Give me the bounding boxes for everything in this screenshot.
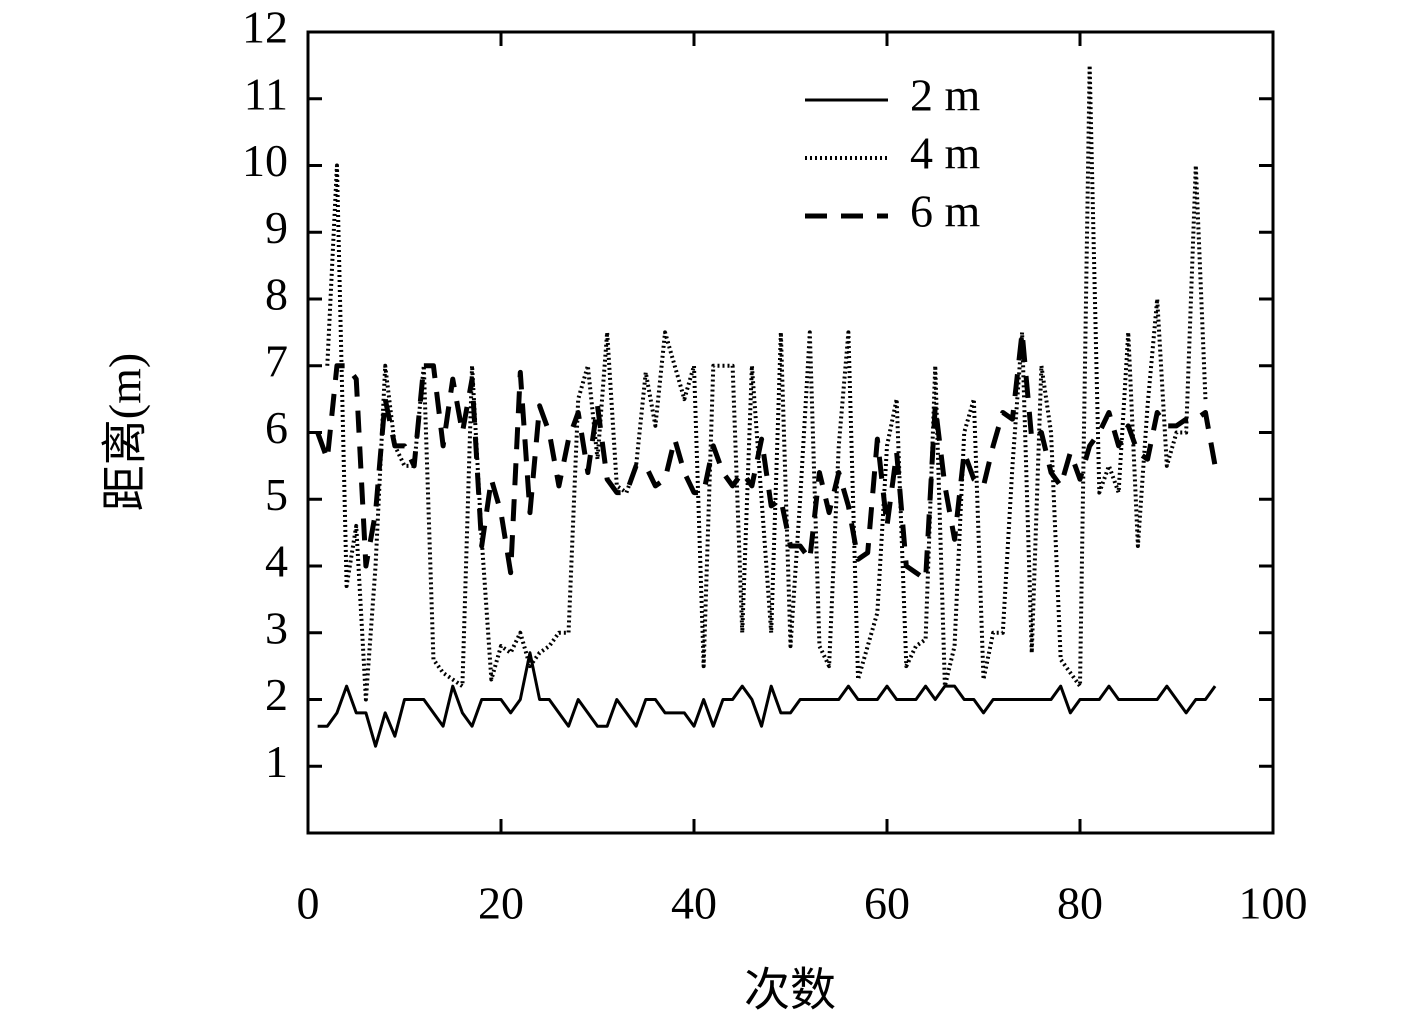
y-tick-label: 6 [265, 402, 288, 453]
legend-label: 6 m [910, 186, 981, 237]
x-tick-label: 20 [478, 878, 524, 929]
data-line [317, 651, 1217, 748]
y-tick-label: 7 [265, 335, 288, 386]
y-tick-label: 4 [265, 536, 288, 587]
data-line [315, 329, 1218, 582]
x-tick-label: 0 [297, 878, 320, 929]
legend-label: 2 m [910, 70, 981, 121]
x-tick-label: 100 [1239, 878, 1308, 929]
y-tick-label: 2 [265, 669, 288, 720]
x-tick-label: 80 [1057, 878, 1103, 929]
y-tick-label: 5 [265, 469, 288, 520]
y-tick-label: 8 [265, 269, 288, 320]
y-tick-label: 10 [242, 135, 288, 186]
y-tick-label: 9 [265, 202, 288, 253]
y-axis-label: 距离(m) [100, 353, 151, 511]
y-tick-label: 3 [265, 602, 288, 653]
data-line [325, 63, 1208, 702]
y-tick-label: 12 [242, 2, 288, 53]
x-axis-label: 次数 [744, 965, 836, 1016]
legend-label: 4 m [910, 128, 981, 179]
y-tick-label: 1 [265, 736, 288, 787]
x-tick-label: 40 [671, 878, 717, 929]
x-tick-label: 60 [864, 878, 910, 929]
y-tick-label: 11 [244, 68, 288, 119]
